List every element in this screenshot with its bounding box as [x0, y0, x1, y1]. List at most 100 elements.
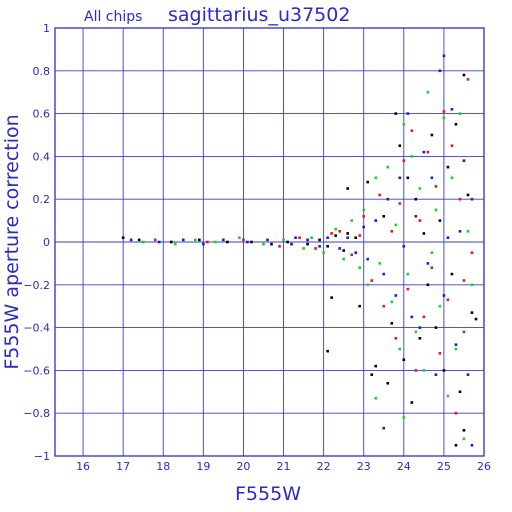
data-point [442, 294, 446, 297]
data-point [454, 444, 458, 447]
data-point [438, 219, 442, 222]
data-point [374, 176, 378, 180]
data-point [310, 236, 313, 240]
data-point [318, 244, 321, 248]
data-point [402, 358, 406, 361]
data-point [466, 230, 470, 233]
data-point [470, 197, 474, 201]
data-point [394, 294, 398, 297]
data-point [262, 242, 265, 246]
data-point [450, 272, 454, 276]
data-point [394, 337, 398, 340]
data-point [442, 54, 446, 58]
data-point [322, 251, 325, 254]
x-tick-label: 20 [236, 460, 250, 473]
y-tick-label: −0.2 [23, 279, 50, 292]
plot-frame [54, 27, 485, 457]
data-point [121, 236, 125, 240]
data-point [290, 242, 293, 246]
x-tick-label: 22 [317, 460, 331, 473]
data-point [358, 234, 362, 237]
data-point [462, 73, 466, 77]
data-point [426, 150, 430, 154]
data-point [194, 238, 197, 242]
data-point [386, 381, 390, 385]
data-point [181, 238, 185, 242]
data-point [366, 283, 370, 287]
data-point [450, 176, 454, 180]
data-point [157, 240, 161, 244]
data-point [454, 411, 458, 415]
x-tick-labels: 16 17 18 19 20 21 22 23 24 25 26 [76, 460, 491, 473]
subset-label: All chips [84, 9, 142, 25]
data-point [362, 208, 366, 212]
data-point [426, 283, 430, 287]
data-point [422, 150, 426, 154]
data-point [346, 232, 349, 235]
data-point [402, 416, 406, 419]
data-point [434, 185, 438, 188]
data-point [470, 251, 474, 254]
data-point [458, 230, 462, 233]
data-point [238, 236, 241, 240]
y-tick-label: 0.2 [33, 193, 51, 206]
data-point [410, 129, 414, 133]
data-point [422, 232, 426, 235]
data-point [366, 180, 370, 184]
data-point [418, 326, 422, 329]
data-point [326, 349, 329, 353]
data-point [298, 236, 301, 240]
data-point [462, 437, 466, 441]
data-point [382, 272, 386, 276]
data-point [270, 242, 273, 246]
data-point [414, 197, 418, 201]
data-point [430, 133, 434, 137]
data-point [354, 236, 358, 240]
data-point [446, 236, 450, 240]
data-point [346, 236, 349, 240]
data-point [173, 242, 177, 246]
data-point [362, 225, 366, 229]
data-point [442, 369, 446, 372]
data-point [470, 283, 474, 287]
data-point [358, 266, 362, 269]
data-point [398, 144, 402, 147]
data-point [410, 401, 414, 404]
data-point [462, 159, 466, 162]
x-tick-label: 23 [357, 460, 371, 473]
data-point [450, 108, 454, 111]
y-tick-label: 1 [43, 22, 50, 35]
data-point [306, 238, 309, 242]
data-point [242, 238, 245, 242]
data-point [390, 230, 394, 233]
data-point [426, 90, 430, 94]
data-point [410, 155, 414, 158]
data-point [286, 240, 289, 244]
y-tick-label: 0.6 [33, 108, 51, 121]
data-point [462, 429, 466, 432]
data-point [398, 176, 402, 180]
x-tick-label: 17 [116, 460, 130, 473]
x-tick-label: 21 [277, 460, 291, 473]
data-point [442, 110, 446, 113]
data-point [153, 238, 157, 242]
data-point [466, 373, 470, 376]
data-point [406, 287, 410, 291]
data-point [406, 176, 410, 180]
x-tick-label: 18 [156, 460, 170, 473]
data-point [446, 165, 450, 169]
y-tick-label: −0.4 [23, 322, 50, 335]
data-point [326, 244, 329, 248]
data-point [370, 373, 374, 376]
data-point [278, 244, 281, 248]
data-point [294, 236, 297, 240]
data-point [422, 315, 426, 319]
data-point [402, 123, 406, 126]
data-point [141, 240, 145, 244]
x-tick-label: 16 [76, 460, 90, 473]
data-point [442, 116, 446, 120]
data-point [318, 238, 321, 242]
data-point [434, 326, 438, 329]
data-point [198, 238, 201, 242]
